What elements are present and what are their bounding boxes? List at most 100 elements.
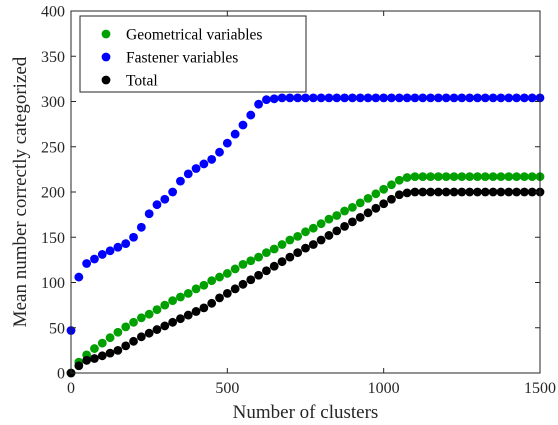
data-point — [285, 252, 295, 262]
data-point — [105, 348, 115, 358]
y-tick-label: 350 — [41, 49, 65, 66]
data-point — [418, 187, 428, 197]
data-point — [144, 309, 154, 319]
x-tick-label: 0 — [67, 380, 75, 397]
data-point — [426, 93, 435, 103]
data-point — [168, 317, 178, 327]
data-point — [293, 248, 303, 258]
data-point — [488, 172, 498, 182]
data-point — [363, 93, 373, 103]
data-point — [199, 280, 209, 290]
data-point — [387, 93, 396, 103]
data-point — [222, 138, 232, 148]
data-point — [121, 239, 131, 248]
data-point — [183, 288, 193, 298]
data-point — [426, 187, 435, 197]
data-point — [191, 284, 201, 294]
data-point — [308, 93, 318, 103]
data-point — [308, 223, 318, 233]
data-point — [394, 190, 404, 200]
data-point — [215, 293, 224, 303]
data-point — [457, 187, 467, 197]
y-tick-label: 300 — [41, 94, 65, 111]
data-point — [379, 184, 389, 194]
data-point — [379, 199, 389, 209]
data-point — [90, 344, 99, 353]
data-point — [348, 93, 357, 103]
data-point — [433, 172, 443, 182]
x-tick-label: 500 — [215, 380, 239, 397]
data-point — [387, 194, 396, 204]
x-tick-label: 1000 — [368, 380, 400, 397]
data-point — [332, 93, 342, 103]
data-point — [348, 202, 357, 212]
data-point — [465, 172, 475, 182]
data-point — [504, 172, 514, 182]
data-point — [324, 93, 334, 103]
data-point — [316, 93, 326, 103]
data-point — [254, 99, 263, 109]
data-point — [82, 355, 92, 365]
y-axis-label: Mean number correctly categorized — [10, 56, 31, 327]
data-point — [363, 193, 373, 203]
data-point — [97, 338, 107, 348]
data-point — [152, 305, 162, 315]
data-point — [340, 206, 349, 216]
data-point — [136, 222, 146, 232]
y-tick-label: 0 — [57, 366, 65, 383]
data-point — [394, 175, 404, 185]
data-point — [473, 172, 482, 182]
data-point — [355, 212, 365, 222]
data-point — [355, 198, 365, 208]
data-point — [113, 345, 123, 355]
data-point — [97, 250, 107, 259]
data-point — [160, 321, 170, 331]
legend-label: Fastener variables — [126, 50, 238, 67]
data-point — [191, 164, 201, 173]
data-point — [277, 240, 287, 249]
data-point — [504, 187, 514, 197]
data-point — [246, 275, 256, 285]
data-point — [222, 269, 232, 278]
data-point — [90, 254, 99, 264]
data-point — [519, 93, 529, 103]
data-point — [488, 187, 498, 197]
data-point — [176, 292, 185, 302]
data-point — [480, 93, 490, 103]
data-point — [332, 211, 342, 220]
data-point — [168, 187, 178, 197]
data-point — [426, 172, 435, 182]
data-point — [293, 231, 303, 241]
data-point — [246, 256, 256, 266]
data-point — [152, 200, 162, 210]
data-point — [332, 226, 342, 236]
data-point — [136, 332, 146, 342]
data-point — [363, 208, 373, 218]
y-tick-label: 150 — [41, 230, 65, 247]
data-point — [168, 296, 178, 305]
data-point — [238, 260, 248, 269]
data-point — [222, 288, 232, 298]
data-point — [418, 172, 428, 182]
data-point — [457, 172, 467, 182]
data-point — [348, 217, 357, 227]
data-point — [121, 322, 131, 332]
data-point — [371, 93, 381, 103]
data-point — [176, 314, 185, 324]
data-point — [129, 232, 138, 242]
y-tick-label: 250 — [41, 139, 65, 156]
legend-marker — [101, 52, 111, 62]
data-point — [199, 159, 209, 169]
data-point — [410, 172, 420, 182]
data-point — [199, 303, 209, 313]
data-point — [496, 187, 506, 197]
data-point — [527, 187, 537, 197]
data-point — [230, 129, 240, 139]
data-point — [527, 93, 537, 103]
data-point — [301, 243, 310, 253]
data-point — [340, 221, 349, 231]
legend-marker — [101, 29, 111, 39]
data-point — [129, 336, 138, 346]
series-geometrical-variables — [66, 172, 545, 378]
data-point — [488, 93, 498, 103]
